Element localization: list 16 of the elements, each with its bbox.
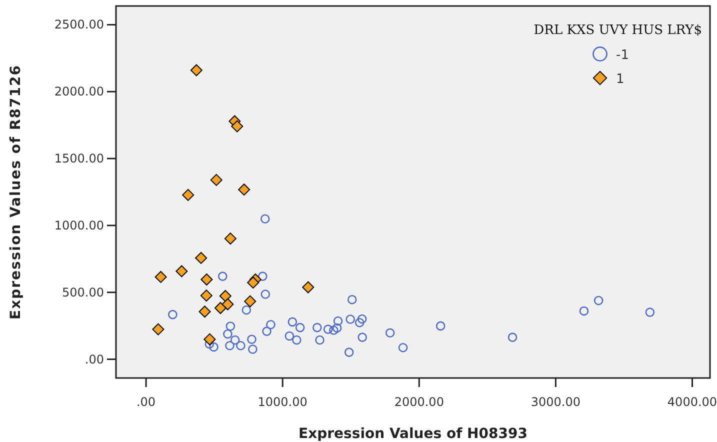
x-tick-label: 1000.00 (258, 395, 308, 409)
x-tick-label: 2000.00 (394, 395, 444, 409)
x-axis-title: Expression Values of H08393 (298, 426, 528, 442)
y-tick-label: 500.00 (62, 285, 104, 300)
y-tick-label: 1000.00 (54, 218, 104, 232)
y-tick-label: 2000.00 (54, 84, 104, 99)
y-tick-label: 2500.00 (54, 18, 104, 32)
y-tick-label: .00 (84, 352, 104, 366)
legend-label: 1 (616, 72, 624, 87)
legend-label: -1 (616, 48, 629, 63)
y-tick-label: 1500.00 (54, 152, 104, 166)
legend-title: DRL KXS UVY HUS LRY$ (534, 23, 702, 38)
y-axis-title: Expression Values of R87126 (8, 64, 24, 320)
x-tick-label: .00 (136, 395, 156, 409)
x-tick-label: 4000.00 (667, 395, 717, 409)
x-tick-label: 3000.00 (530, 395, 581, 409)
